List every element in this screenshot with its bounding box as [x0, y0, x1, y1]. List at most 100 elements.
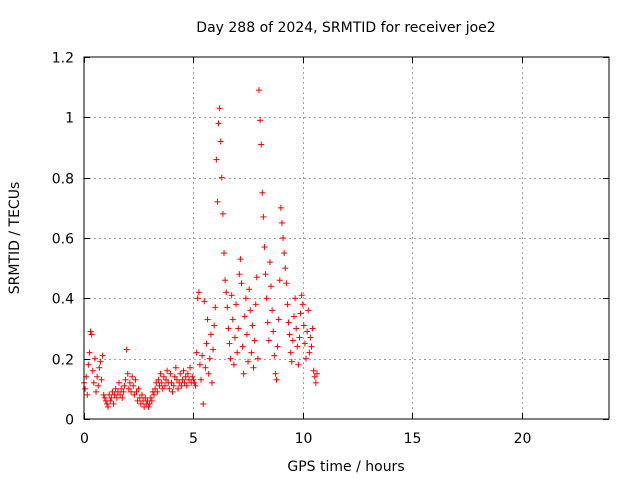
data-point — [222, 277, 229, 284]
data-point — [253, 274, 260, 281]
data-point — [231, 334, 238, 341]
data-point — [194, 295, 201, 302]
data-point — [241, 313, 248, 320]
grid — [84, 57, 609, 419]
data-point — [272, 370, 279, 377]
data-point — [166, 385, 173, 392]
data-point — [204, 316, 211, 323]
data-point — [242, 295, 249, 302]
data-point — [294, 343, 301, 350]
data-point — [221, 250, 227, 257]
data-point — [287, 349, 294, 356]
data-point — [178, 382, 185, 389]
data-point — [252, 301, 259, 308]
data-point — [227, 355, 234, 362]
data-point — [131, 391, 138, 398]
data-point — [161, 382, 168, 389]
data-point — [237, 256, 244, 263]
data-points — [81, 87, 320, 410]
data-point — [177, 370, 184, 377]
data-point — [312, 379, 319, 386]
data-point — [275, 316, 282, 323]
data-point — [280, 235, 287, 241]
data-point — [239, 343, 246, 350]
data-point — [308, 343, 315, 350]
data-point — [296, 334, 303, 341]
data-point — [245, 358, 252, 365]
data-point — [256, 87, 262, 94]
data-point — [228, 292, 235, 299]
data-point — [230, 361, 237, 368]
data-point — [274, 343, 281, 350]
data-point — [169, 388, 176, 395]
data-point — [262, 271, 269, 278]
data-point — [126, 379, 133, 386]
data-point — [293, 325, 300, 332]
tick-labels: 0 5 10 15 20 0 0.2 0.4 0.6 0.8 1 1.2 — [52, 51, 532, 448]
y-tick-label: 0.8 — [52, 172, 74, 188]
data-point — [310, 367, 317, 374]
data-point — [159, 385, 166, 392]
data-point — [132, 376, 139, 383]
y-tick-label: 1.2 — [52, 51, 74, 67]
data-point — [223, 289, 230, 296]
data-point — [284, 301, 291, 308]
data-point — [210, 346, 217, 353]
data-point — [269, 307, 276, 314]
data-point — [218, 174, 225, 181]
data-point — [200, 400, 207, 407]
data-point — [98, 376, 105, 383]
data-point — [264, 319, 271, 326]
data-point — [309, 325, 316, 332]
data-point — [167, 370, 174, 377]
data-point — [276, 277, 283, 284]
data-point — [101, 394, 108, 401]
data-point — [82, 385, 89, 392]
data-point — [107, 397, 114, 404]
x-axis-title: GPS time / hours — [287, 459, 404, 475]
data-point — [99, 352, 106, 359]
data-point — [121, 382, 128, 389]
data-point — [97, 358, 104, 365]
data-point — [124, 370, 131, 377]
data-point — [110, 400, 117, 407]
data-point — [179, 376, 186, 383]
data-point — [189, 373, 196, 380]
data-point — [192, 382, 199, 389]
data-point — [172, 364, 179, 371]
y-tick-label: 0.2 — [52, 353, 74, 369]
data-point — [307, 334, 314, 341]
data-point — [288, 358, 295, 365]
y-tick-label: 0 — [65, 413, 74, 429]
data-point — [291, 313, 297, 320]
data-point — [146, 400, 153, 407]
data-point — [91, 355, 98, 362]
data-point — [175, 385, 182, 392]
data-point — [298, 292, 305, 299]
data-point — [295, 361, 302, 368]
data-point — [182, 373, 189, 380]
data-point — [278, 219, 285, 226]
x-tick-label: 15 — [404, 431, 422, 447]
data-point — [193, 349, 200, 356]
data-point — [113, 394, 120, 401]
data-point — [207, 331, 214, 338]
data-point — [105, 403, 112, 410]
data-point — [313, 370, 320, 377]
data-point — [299, 301, 306, 308]
data-point — [119, 394, 126, 401]
data-point — [265, 337, 272, 344]
data-point — [240, 370, 247, 377]
data-point — [84, 391, 91, 398]
data-point — [151, 391, 157, 398]
data-point — [297, 310, 304, 317]
data-point — [216, 105, 223, 112]
data-point — [157, 370, 164, 377]
data-point — [93, 388, 100, 395]
data-point — [86, 349, 93, 356]
data-point — [163, 376, 170, 383]
data-point — [212, 304, 219, 311]
data-point — [203, 340, 210, 347]
data-point — [184, 370, 191, 377]
